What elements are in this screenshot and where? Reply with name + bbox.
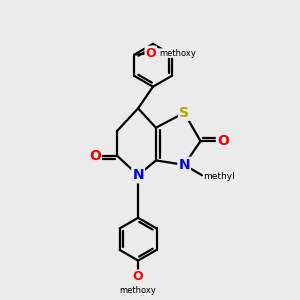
Text: N: N	[178, 158, 190, 172]
Text: O: O	[146, 46, 156, 60]
Text: S: S	[179, 106, 189, 120]
Text: N: N	[132, 168, 144, 182]
Text: methoxy: methoxy	[159, 49, 196, 58]
Text: methyl: methyl	[203, 172, 235, 181]
Text: methoxy: methoxy	[120, 286, 157, 295]
Text: O: O	[133, 270, 143, 284]
Text: O: O	[217, 134, 229, 148]
Text: O: O	[89, 149, 101, 163]
